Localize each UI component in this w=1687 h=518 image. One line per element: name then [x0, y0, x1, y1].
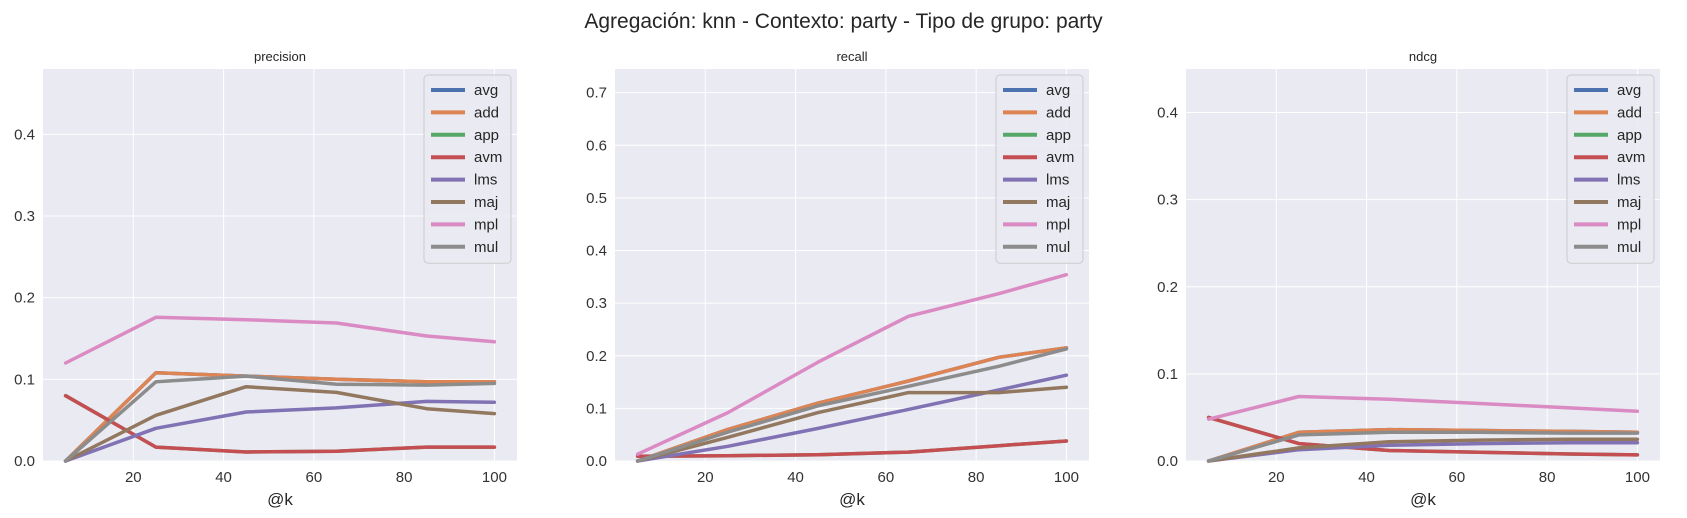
series-line-lms [63, 399, 497, 463]
series-line-mpl [635, 272, 1069, 456]
subplot-recall: 0.0 0.1 0.2 0.3 0.4 0.5 0.6 0.7 20 40 60 80 100 recal… [586, 49, 1089, 509]
legend-label-lms: lms [1617, 172, 1640, 189]
legend-label-avg: avg [1046, 82, 1070, 99]
x-tick-label: 100 [482, 469, 507, 486]
y-tick-label: 0.3 [14, 208, 35, 225]
y-tick-label: 0.0 [14, 453, 35, 470]
series-line-avm [635, 439, 1069, 459]
x-tick-label: 100 [1054, 469, 1079, 486]
x-tick-label: 100 [1625, 469, 1650, 486]
legend-label-mul: mul [1617, 239, 1641, 256]
x-tick-label: 20 [125, 469, 142, 486]
y-tick-label: 0.5 [586, 190, 607, 207]
series-line-add [635, 346, 1069, 463]
x-tick-label: 40 [215, 469, 232, 486]
legend-label-mpl: mpl [1046, 216, 1070, 233]
y-tick-label: 0.3 [1157, 192, 1178, 209]
series-line-maj [63, 384, 497, 463]
legend-label-maj: maj [1046, 194, 1070, 211]
legend-label-avm: avm [474, 149, 502, 166]
legend-label-app: app [474, 127, 499, 144]
y-tick-label: 0.4 [1157, 105, 1178, 122]
series-line-maj [635, 385, 1069, 463]
legend-label-app: app [1617, 127, 1642, 144]
legend-label-app: app [1046, 127, 1071, 144]
legend-box [1566, 74, 1655, 264]
x-tick-label: 20 [697, 469, 714, 486]
y-tick-label: 0.1 [1157, 366, 1178, 383]
subplot-title: precision [254, 49, 306, 64]
legend: avg add app avm lms maj mpl mul [1566, 74, 1655, 264]
x-axis-label: @k [839, 490, 865, 509]
legend-label-maj: maj [474, 194, 498, 211]
x-tick-label: 80 [968, 469, 985, 486]
y-tick-label: 0.1 [14, 371, 35, 388]
x-tick-label: 80 [1539, 469, 1556, 486]
x-tick-label: 80 [396, 469, 413, 486]
x-tick-label: 20 [1268, 469, 1285, 486]
y-tick-label: 0.0 [586, 453, 607, 470]
legend-label-avm: avm [1046, 149, 1074, 166]
y-tick-label: 0.6 [586, 137, 607, 154]
y-tick-label: 0.0 [1157, 453, 1178, 470]
x-tick-label: 60 [1449, 469, 1466, 486]
series-line-mpl [1206, 394, 1640, 421]
x-tick-label: 40 [1358, 469, 1375, 486]
y-tick-label: 0.1 [586, 400, 607, 417]
legend-label-avg: avg [1617, 82, 1641, 99]
legend: avg add app avm lms maj mpl mul [995, 74, 1084, 264]
legend-box [423, 74, 512, 264]
legend-box [995, 74, 1084, 264]
series-line-add [63, 371, 497, 463]
series-line-lms [635, 373, 1069, 463]
legend-label-avg: avg [474, 82, 498, 99]
x-axis-label: @k [267, 490, 293, 509]
legend: avg add app avm lms maj mpl mul [423, 74, 512, 264]
y-tick-label: 0.4 [14, 126, 35, 143]
legend-label-maj: maj [1617, 194, 1641, 211]
legend-label-lms: lms [1046, 172, 1069, 189]
subplot-title: ndcg [1409, 49, 1437, 64]
y-tick-label: 0.7 [586, 85, 607, 102]
legend-label-avm: avm [1617, 149, 1645, 166]
series-line-mpl [63, 315, 497, 365]
y-tick-label: 0.4 [586, 243, 607, 260]
series-line-mul [63, 374, 497, 463]
legend-label-mul: mul [474, 239, 498, 256]
legend-label-mpl: mpl [1617, 216, 1641, 233]
y-tick-label: 0.2 [14, 290, 35, 307]
series-line-mul [635, 347, 1069, 463]
legend-label-mul: mul [1046, 239, 1070, 256]
figure-title: Agregación: knn - Contexto: party - Tipo… [584, 10, 1103, 33]
legend-label-add: add [474, 104, 499, 121]
y-tick-label: 0.2 [586, 348, 607, 365]
x-tick-label: 60 [306, 469, 323, 486]
subplot-ndcg: 0.0 0.1 0.2 0.3 0.4 20 40 60 80 100 ndcg @k avg add ap… [1157, 49, 1660, 509]
series-line-mul [1206, 430, 1640, 463]
y-tick-label: 0.3 [586, 295, 607, 312]
legend-label-add: add [1617, 104, 1642, 121]
legend-label-add: add [1046, 104, 1071, 121]
subplot-title: recall [836, 49, 867, 64]
legend-label-lms: lms [474, 172, 497, 189]
series-line-maj [1206, 437, 1640, 463]
legend-label-mpl: mpl [474, 216, 498, 233]
x-axis-label: @k [1410, 490, 1436, 509]
subplot-precision: 0.0 0.1 0.2 0.3 0.4 20 40 60 80 100 precision @k avg… [14, 49, 517, 509]
series-line-avm [63, 393, 497, 454]
y-tick-label: 0.2 [1157, 279, 1178, 296]
x-tick-label: 60 [878, 469, 895, 486]
x-tick-label: 40 [787, 469, 804, 486]
